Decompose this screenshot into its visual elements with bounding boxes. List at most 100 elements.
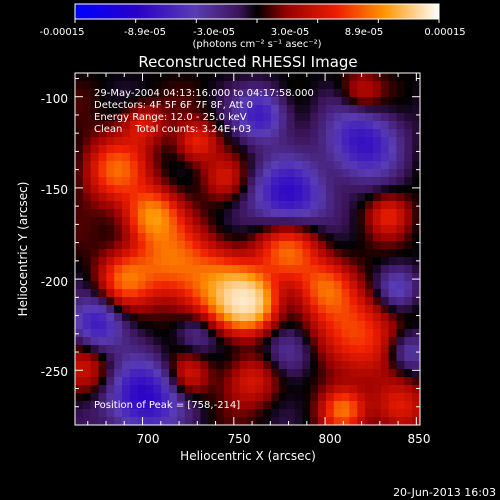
heatmap-cell	[318, 209, 327, 218]
heatmap-cell	[106, 137, 115, 146]
heatmap-cell	[325, 369, 335, 378]
heatmap-cell	[278, 217, 288, 226]
heatmap-cell	[208, 281, 217, 290]
heatmap-cell	[192, 337, 202, 346]
heatmap-cell	[184, 185, 194, 194]
heatmap-cell	[255, 273, 264, 282]
heatmap-cell	[412, 121, 420, 130]
heatmap-cell	[388, 249, 398, 258]
heatmap-cell	[278, 81, 288, 90]
heatmap-cell	[208, 297, 217, 306]
heatmap-cell	[161, 233, 170, 242]
heatmap-cell	[239, 369, 249, 378]
heatmap-cell	[223, 321, 233, 330]
heatmap-cell	[129, 353, 139, 362]
heatmap-cell	[161, 97, 170, 106]
heatmap-cell	[318, 321, 327, 330]
heatmap-cell	[145, 209, 155, 218]
heatmap-cell	[129, 193, 139, 202]
heatmap-cell	[231, 361, 241, 370]
heatmap-cell	[412, 345, 420, 354]
heatmap-cell	[208, 233, 217, 242]
heatmap-cell	[192, 401, 202, 410]
heatmap-cell	[223, 265, 233, 274]
heatmap-cell	[216, 177, 225, 186]
heatmap-cell	[302, 305, 311, 314]
heatmap-cell	[271, 153, 280, 162]
heatmap-cell	[247, 329, 256, 338]
heatmap-cell	[310, 401, 319, 410]
heatmap-cell	[388, 257, 398, 266]
heatmap-cell	[380, 121, 390, 130]
heatmap-cell	[380, 233, 390, 242]
heatmap-cell	[137, 137, 147, 146]
heatmap-cell	[404, 257, 413, 266]
heatmap-cell	[231, 121, 241, 130]
heatmap-cell	[129, 97, 139, 106]
heatmap-cell	[357, 225, 366, 234]
heatmap-cell	[200, 361, 209, 370]
heatmap-cell	[114, 169, 123, 178]
heatmap-cell	[325, 185, 335, 194]
heatmap-cell	[349, 393, 358, 402]
heatmap-cell	[278, 241, 288, 250]
heatmap-cell	[82, 185, 92, 194]
heatmap-cell	[341, 281, 351, 290]
heatmap-cell	[161, 297, 170, 306]
heatmap-cell	[192, 369, 202, 378]
heatmap-cell	[184, 281, 194, 290]
heatmap-cell	[176, 113, 186, 122]
heatmap-cell	[75, 257, 84, 266]
heatmap-cell	[263, 273, 272, 282]
heatmap-cell	[82, 217, 92, 226]
heatmap-cell	[333, 241, 343, 250]
heatmap-cell	[318, 313, 327, 322]
heatmap-cell	[388, 321, 398, 330]
heatmap-cell	[129, 249, 139, 258]
heatmap-cell	[357, 201, 366, 210]
heatmap-cell	[169, 385, 178, 394]
heatmap-cell	[247, 369, 256, 378]
heatmap-cell	[98, 137, 107, 146]
heatmap-cell	[294, 105, 303, 114]
heatmap-cell	[161, 81, 170, 90]
heatmap-cell	[192, 73, 202, 82]
heatmap-cell	[122, 113, 131, 122]
heatmap-cell	[349, 185, 358, 194]
heatmap-cell	[122, 193, 131, 202]
heatmap-cell	[380, 289, 390, 298]
heatmap-cell	[333, 193, 343, 202]
heatmap-cell	[302, 161, 311, 170]
heatmap-cell	[90, 217, 100, 226]
heatmap-cell	[349, 177, 358, 186]
heatmap-cell	[247, 273, 256, 282]
heatmap-cell	[161, 393, 170, 402]
heatmap-cell	[396, 209, 405, 218]
heatmap-cell	[278, 153, 288, 162]
heatmap-cell	[388, 145, 398, 154]
heatmap-cell	[380, 201, 390, 210]
heatmap-cell	[365, 153, 374, 162]
heatmap-cell	[98, 193, 107, 202]
heatmap-cell	[302, 281, 311, 290]
heatmap-cell	[333, 225, 343, 234]
heatmap-cell	[239, 313, 249, 322]
heatmap-cell	[192, 137, 202, 146]
heatmap-cell	[145, 177, 155, 186]
heatmap-cell	[365, 385, 374, 394]
heatmap-cell	[184, 81, 194, 90]
heatmap-cell	[114, 113, 123, 122]
heatmap-cell	[122, 145, 131, 154]
heatmap-cell	[302, 313, 311, 322]
heatmap-cell	[365, 217, 374, 226]
heatmap-cell	[192, 345, 202, 354]
heatmap-cell	[153, 241, 162, 250]
heatmap-cell	[271, 305, 280, 314]
heatmap-cell	[169, 329, 178, 338]
heatmap-cell	[169, 225, 178, 234]
heatmap-cell	[365, 121, 374, 130]
heatmap-cell	[278, 329, 288, 338]
heatmap-cell	[333, 185, 343, 194]
heatmap-cell	[169, 129, 178, 138]
heatmap-cell	[145, 369, 155, 378]
